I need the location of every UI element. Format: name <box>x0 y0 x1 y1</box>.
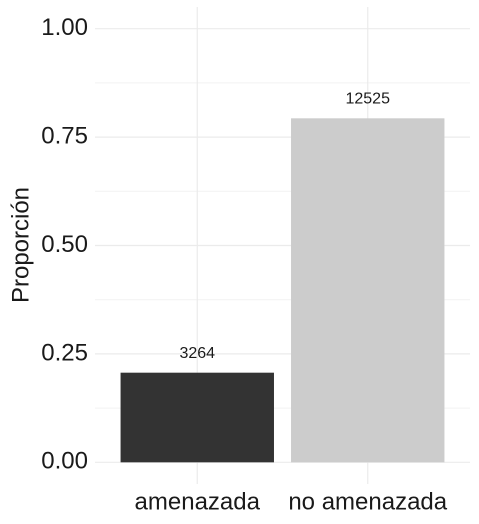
y-tick-label: 0.25 <box>41 339 88 366</box>
y-tick-label: 0.50 <box>41 231 88 258</box>
y-tick-label: 0.75 <box>41 122 88 149</box>
data-label: 12525 <box>345 91 390 108</box>
x-tick-label: amenazada <box>135 488 261 515</box>
y-tick-label: 0.00 <box>41 448 88 475</box>
bar <box>120 372 274 463</box>
x-tick-label: no amenazada <box>288 488 447 515</box>
y-tick-label: 1.00 <box>41 14 88 41</box>
y-axis-title: Proporción <box>7 187 34 303</box>
bar <box>291 118 445 463</box>
data-label: 3264 <box>179 345 215 362</box>
